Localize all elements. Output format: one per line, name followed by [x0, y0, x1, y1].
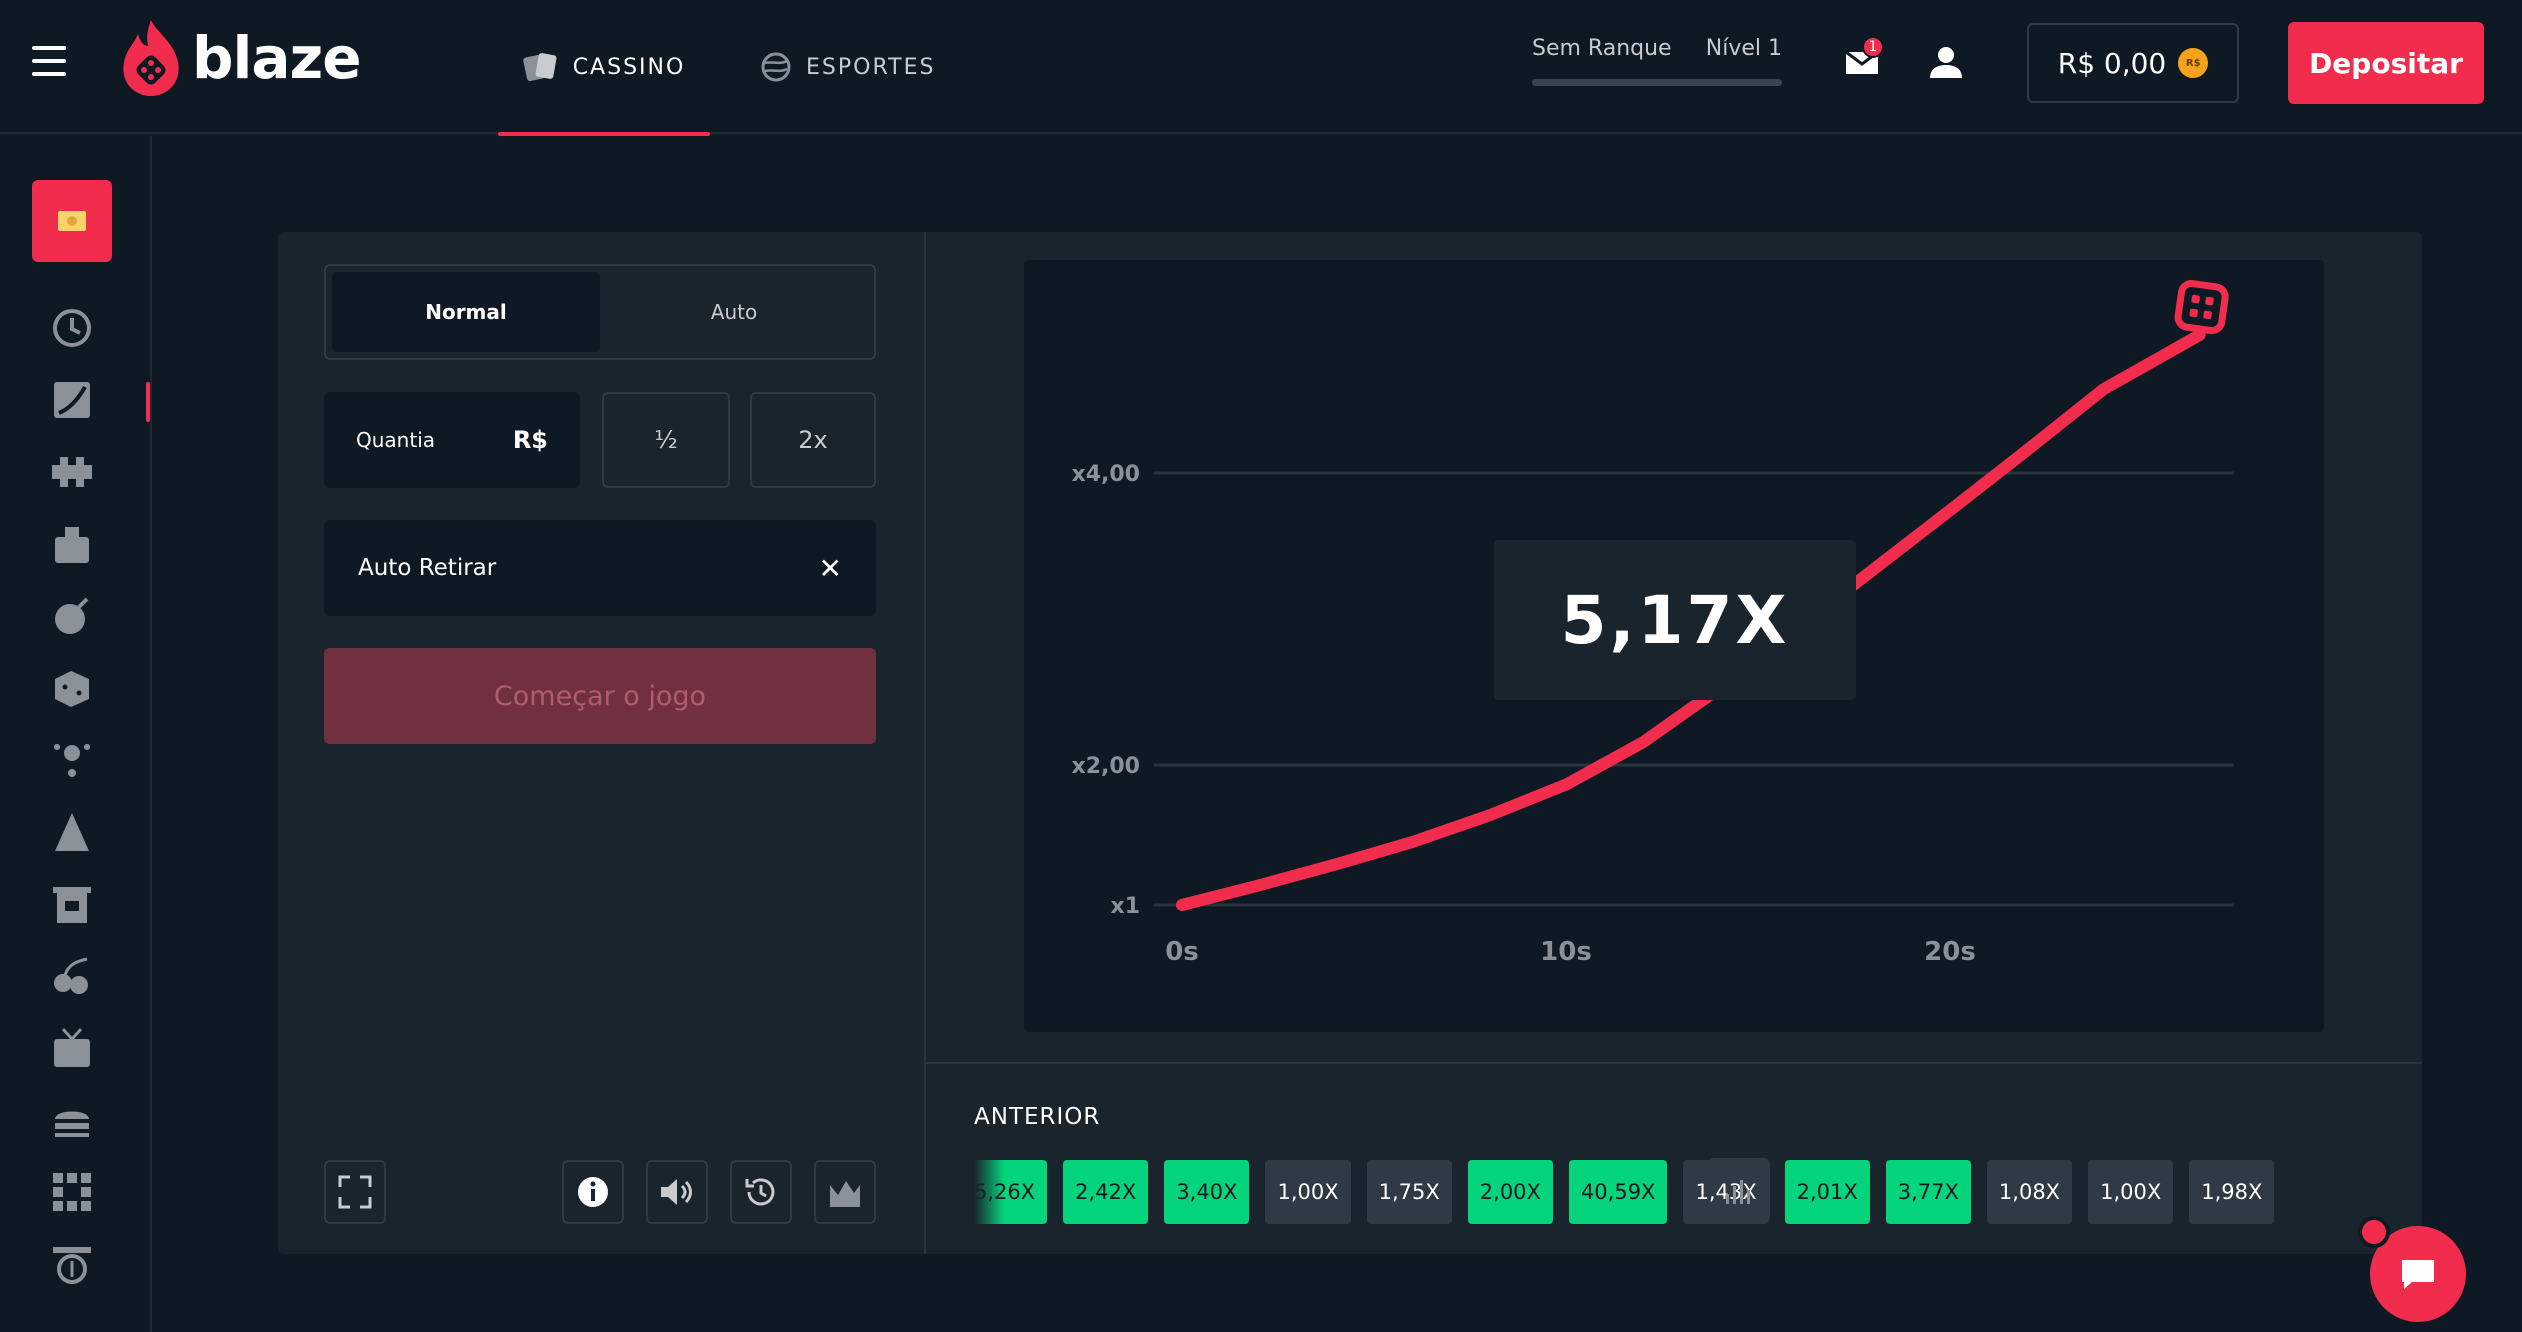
- history-chip[interactable]: 2,01X: [1784, 1160, 1870, 1224]
- top-header: blaze CASSINO ESPORTES Sem Ranque Nível …: [0, 0, 2522, 136]
- double-icon[interactable]: [48, 448, 96, 496]
- level-label: Nível 1: [1705, 36, 1782, 61]
- dice-marker-icon: [2174, 279, 2229, 335]
- mode-switch: Normal Auto: [324, 264, 876, 360]
- plinko-tree-icon[interactable]: [48, 808, 96, 856]
- rank-progress[interactable]: Sem Ranque Nível 1: [1532, 36, 1782, 86]
- mines-icon[interactable]: [48, 592, 96, 640]
- history-icon[interactable]: [730, 1160, 792, 1224]
- dice-icon[interactable]: [48, 664, 96, 712]
- rank-progress-bar: [1532, 79, 1782, 86]
- live-casino-icon[interactable]: [48, 1024, 96, 1072]
- history-title: ANTERIOR: [974, 1104, 1101, 1130]
- fullscreen-icon[interactable]: [324, 1160, 386, 1224]
- half-amount-button[interactable]: ½: [602, 392, 730, 488]
- logo-text: blaze: [192, 24, 362, 92]
- history-chip[interactable]: 1,43X: [1683, 1160, 1769, 1224]
- fruits-icon[interactable]: [48, 952, 96, 1000]
- table-games-icon[interactable]: [48, 1096, 96, 1144]
- chips-fade: [974, 1160, 1004, 1226]
- history-chips: 5,26X 2,42X 3,40X 1,00X 1,75X 2,00X 40,59X 1,43…: [974, 1160, 2326, 1226]
- menu-icon[interactable]: [32, 46, 66, 76]
- rank-label: Sem Ranque: [1532, 36, 1672, 61]
- history-chip[interactable]: 1,00X: [2088, 1160, 2174, 1224]
- balance-value: R$ 0,00: [2057, 46, 2167, 80]
- bet-controls: Normal Auto Quantia R$ ½ 2x Auto Retirar…: [278, 232, 926, 1254]
- double-amount-button[interactable]: 2x: [750, 392, 876, 488]
- auto-cashout-field[interactable]: Auto Retirar ✕: [324, 520, 876, 616]
- info-icon[interactable]: [562, 1160, 624, 1224]
- crash-game-panel: Normal Auto Quantia R$ ½ 2x Auto Retirar…: [278, 232, 2422, 1254]
- history-chip[interactable]: 1,08X: [1986, 1160, 2073, 1224]
- x-tick-label: 10s: [1540, 937, 1592, 967]
- amount-label: Quantia: [356, 428, 436, 452]
- chat-icon: [2402, 1260, 2434, 1289]
- money-icon[interactable]: [48, 1240, 96, 1288]
- history-chip[interactable]: 2,00X: [1467, 1160, 1553, 1224]
- history-chip[interactable]: 1,00X: [1265, 1160, 1351, 1224]
- tab-cassino[interactable]: CASSINO: [498, 0, 710, 136]
- fortune-icon[interactable]: [48, 520, 96, 568]
- crash-chart-svg: x1 x2,00 x4,00 0s 10s 20s: [1072, 279, 2234, 967]
- history-chip[interactable]: 1,75X: [1366, 1160, 1452, 1224]
- x-tick-label: 20s: [1924, 937, 1976, 967]
- amount-input[interactable]: Quantia R$: [324, 392, 580, 488]
- chat-notification-dot: [2358, 1216, 2390, 1248]
- sidebar-active-marker: [146, 382, 150, 422]
- history-chip[interactable]: 2,42X: [1063, 1160, 1149, 1224]
- tab-esportes[interactable]: ESPORTES: [760, 0, 935, 134]
- multiplier-curve: [1176, 329, 2206, 911]
- coin-icon: R$: [2178, 48, 2209, 78]
- mail-badge: 1: [1862, 36, 1884, 58]
- auto-cashout-label: Auto Retirar: [358, 555, 497, 581]
- close-icon[interactable]: ✕: [818, 551, 842, 585]
- history-chip[interactable]: 40,59X: [1568, 1160, 1668, 1224]
- amount-currency: R$: [512, 426, 548, 454]
- deposit-button[interactable]: Depositar: [2288, 22, 2484, 104]
- crash-icon[interactable]: [48, 376, 96, 424]
- y-tick-label: x4,00: [1072, 462, 1140, 487]
- y-tick-label: x1: [1111, 894, 1141, 919]
- wallet-balance[interactable]: R$ 0,00 R$: [2027, 23, 2239, 103]
- tab-cassino-label: CASSINO: [572, 54, 686, 80]
- ball-icon: [761, 52, 791, 82]
- cards-icon: [522, 53, 557, 82]
- history-chip[interactable]: 3,40X: [1164, 1160, 1250, 1224]
- logo[interactable]: blaze: [120, 18, 362, 98]
- sidebar: [0, 136, 152, 1332]
- tower-icon[interactable]: [48, 880, 96, 928]
- history-chip[interactable]: 1,98X: [2189, 1160, 2275, 1224]
- mini-games-icon[interactable]: [48, 1168, 96, 1216]
- tab-esportes-label: ESPORTES: [806, 54, 936, 80]
- start-game-button[interactable]: Começar o jogo: [324, 648, 876, 744]
- y-tick-label: x2,00: [1072, 754, 1140, 779]
- bar-chart-icon[interactable]: [1708, 1158, 1770, 1222]
- blaze-flame-icon: [123, 20, 179, 96]
- chart-stats-icon[interactable]: [814, 1160, 876, 1224]
- user-icon[interactable]: [1928, 44, 1964, 80]
- sound-icon[interactable]: [646, 1160, 708, 1224]
- money-bill-icon: [58, 211, 86, 231]
- history-icon[interactable]: [48, 304, 96, 352]
- plinko-icon[interactable]: [48, 736, 96, 784]
- mode-auto-button[interactable]: Auto: [710, 300, 758, 324]
- original-games-icon[interactable]: [32, 180, 112, 262]
- x-tick-label: 0s: [1165, 937, 1199, 967]
- history-section: ANTERIOR 5,26X 2,42X 3,40X 1,00X 1,75X 2,00X 4…: [926, 1062, 2422, 1254]
- current-multiplier: 5,17X: [1494, 540, 1856, 700]
- history-chip[interactable]: 3,77X: [1885, 1160, 1971, 1224]
- mode-normal-button[interactable]: Normal: [332, 272, 600, 352]
